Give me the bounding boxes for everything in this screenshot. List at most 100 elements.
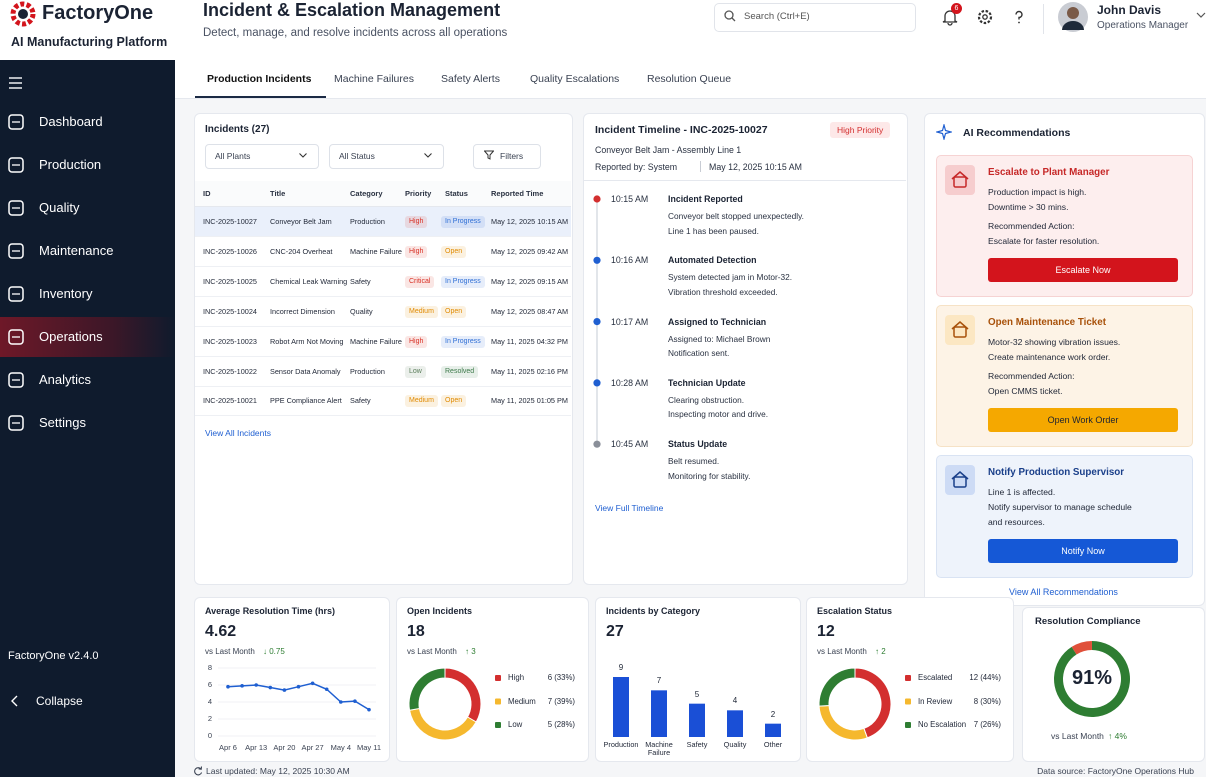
legend-label: Escalated bbox=[918, 673, 953, 682]
legend-label: Low bbox=[508, 720, 523, 729]
user-name: John Davis bbox=[1097, 3, 1162, 17]
priority-badge: High Priority bbox=[830, 122, 891, 138]
link[interactable]: View All Recommendations bbox=[1009, 587, 1118, 597]
avatar[interactable] bbox=[1058, 2, 1088, 32]
cell: Chemical Leak Warning bbox=[270, 276, 348, 286]
cell[interactable]: INC-2025-10022 bbox=[203, 366, 257, 376]
event-text: Assigned to: Michael Brown bbox=[668, 333, 771, 344]
y-tick-label: 6 bbox=[207, 680, 212, 689]
nav-item[interactable]: Maintenance bbox=[39, 243, 114, 258]
event-text: Monitoring for stability. bbox=[668, 470, 751, 481]
link[interactable]: View Full Timeline bbox=[595, 503, 664, 513]
tab[interactable]: Safety Alerts bbox=[441, 73, 500, 85]
event-time: 10:17 AM bbox=[611, 316, 649, 327]
badge: Critical bbox=[405, 275, 435, 288]
tab[interactable]: Production Incidents bbox=[207, 73, 312, 85]
x-tick-label: Machine Failure bbox=[645, 740, 673, 757]
nav-icon-shape bbox=[8, 329, 24, 345]
filter-button-label: Filters bbox=[500, 151, 524, 161]
legend-label: Medium bbox=[508, 696, 536, 706]
tab-underline bbox=[195, 96, 326, 98]
row-divider bbox=[195, 325, 571, 327]
badge: Resolved bbox=[441, 365, 479, 378]
cell[interactable]: INC-2025-10023 bbox=[203, 336, 257, 346]
nav-item[interactable]: Inventory bbox=[39, 286, 93, 301]
recommendation-icon bbox=[945, 315, 975, 345]
nav-item[interactable]: Settings bbox=[39, 415, 86, 430]
value-label: 12 (44%) bbox=[969, 673, 1001, 682]
badge: Medium bbox=[405, 395, 438, 408]
metric-title: Escalation Status bbox=[817, 606, 893, 616]
header-bar bbox=[175, 0, 1206, 60]
action-button[interactable]: Notify Now bbox=[988, 539, 1178, 563]
x-tick-label: Apr 6 bbox=[219, 743, 237, 752]
recommendation-icon bbox=[945, 165, 975, 195]
collapse-icon bbox=[11, 695, 18, 707]
recommendation-text: and resources. bbox=[988, 517, 1045, 527]
nav-item[interactable]: Production bbox=[39, 157, 102, 172]
tab[interactable]: Machine Failures bbox=[334, 73, 414, 85]
cell: May 12, 2025 08:47 AM bbox=[491, 306, 569, 316]
nav-item[interactable]: Analytics bbox=[39, 372, 92, 387]
event-title: Technician Update bbox=[668, 377, 746, 388]
header-divider bbox=[1043, 4, 1044, 34]
x-tick-label: Other bbox=[763, 740, 783, 749]
metric-value: 4.62 bbox=[205, 623, 237, 640]
chevron bbox=[11, 695, 18, 707]
column-header: Title bbox=[270, 189, 286, 198]
x-tick-label: Quality bbox=[723, 740, 747, 749]
help-icon[interactable] bbox=[1010, 8, 1028, 26]
row-divider bbox=[195, 295, 571, 297]
badge: In Progress bbox=[441, 216, 485, 228]
nav-item[interactable]: Operations bbox=[39, 329, 103, 344]
event-title: Automated Detection bbox=[668, 255, 757, 266]
metric-compare: vs Last Month bbox=[817, 647, 867, 656]
collapse[interactable]: Collapse bbox=[36, 694, 83, 708]
row-divider bbox=[195, 385, 571, 387]
selected-row-bg bbox=[195, 207, 571, 237]
nav-icon bbox=[8, 415, 24, 431]
notification-count: 6 bbox=[951, 3, 962, 14]
event-time: 10:45 AM bbox=[611, 439, 649, 450]
nav-icon bbox=[8, 200, 24, 216]
meta-divider bbox=[700, 161, 701, 172]
y-tick-label: 4 bbox=[207, 697, 212, 706]
tab[interactable]: Resolution Queue bbox=[647, 73, 732, 85]
card bbox=[595, 597, 801, 762]
user-menu-chevron[interactable] bbox=[1196, 12, 1206, 20]
brand-area bbox=[0, 0, 175, 60]
card bbox=[194, 597, 390, 762]
cell: PPE Compliance Alert bbox=[270, 396, 342, 406]
settings-icon[interactable] bbox=[976, 8, 994, 26]
cell[interactable]: INC-2025-10024 bbox=[203, 306, 257, 316]
tab[interactable]: Quality Escalations bbox=[530, 73, 620, 85]
nav-item[interactable]: Quality bbox=[39, 200, 80, 215]
divider bbox=[584, 180, 906, 181]
cell[interactable]: INC-2025-10027 bbox=[203, 217, 257, 226]
brand-name: FactoryOne bbox=[42, 2, 154, 24]
legend-label: No Escalation bbox=[918, 720, 967, 729]
cell: May 12, 2025 09:42 AM bbox=[491, 246, 569, 256]
version: FactoryOne v2.4.0 bbox=[8, 650, 99, 662]
row-divider bbox=[195, 236, 571, 237]
timeline-subtitle: Conveyor Belt Jam - Assembly Line 1 bbox=[595, 145, 742, 155]
cell[interactable]: INC-2025-10021 bbox=[203, 396, 257, 406]
link[interactable]: View All Incidents bbox=[205, 428, 271, 438]
event-text: System detected jam in Motor-32. bbox=[668, 272, 793, 283]
event-title: Incident Reported bbox=[668, 194, 743, 204]
nav-item[interactable]: Dashboard bbox=[39, 114, 103, 129]
select-label: All Plants bbox=[215, 151, 251, 161]
action-button[interactable]: Open Work Order bbox=[988, 408, 1178, 432]
legend-label: In Review bbox=[918, 696, 953, 706]
event-text: Vibration threshold exceeded. bbox=[668, 286, 778, 297]
cell[interactable]: INC-2025-10026 bbox=[203, 246, 257, 256]
bar-value-label: 7 bbox=[656, 676, 662, 686]
cell[interactable]: INC-2025-10025 bbox=[203, 276, 257, 286]
card-title: Incidents (27) bbox=[205, 124, 270, 135]
search-box[interactable] bbox=[714, 3, 916, 32]
action-button[interactable]: Escalate Now bbox=[988, 258, 1178, 282]
card-title: Incident Timeline - INC-2025-10027 bbox=[595, 124, 768, 136]
card-title: AI Recommendations bbox=[963, 127, 1071, 139]
recommendation-text: Open CMMS ticket. bbox=[988, 386, 1063, 396]
metric-value: 12 bbox=[817, 623, 835, 640]
